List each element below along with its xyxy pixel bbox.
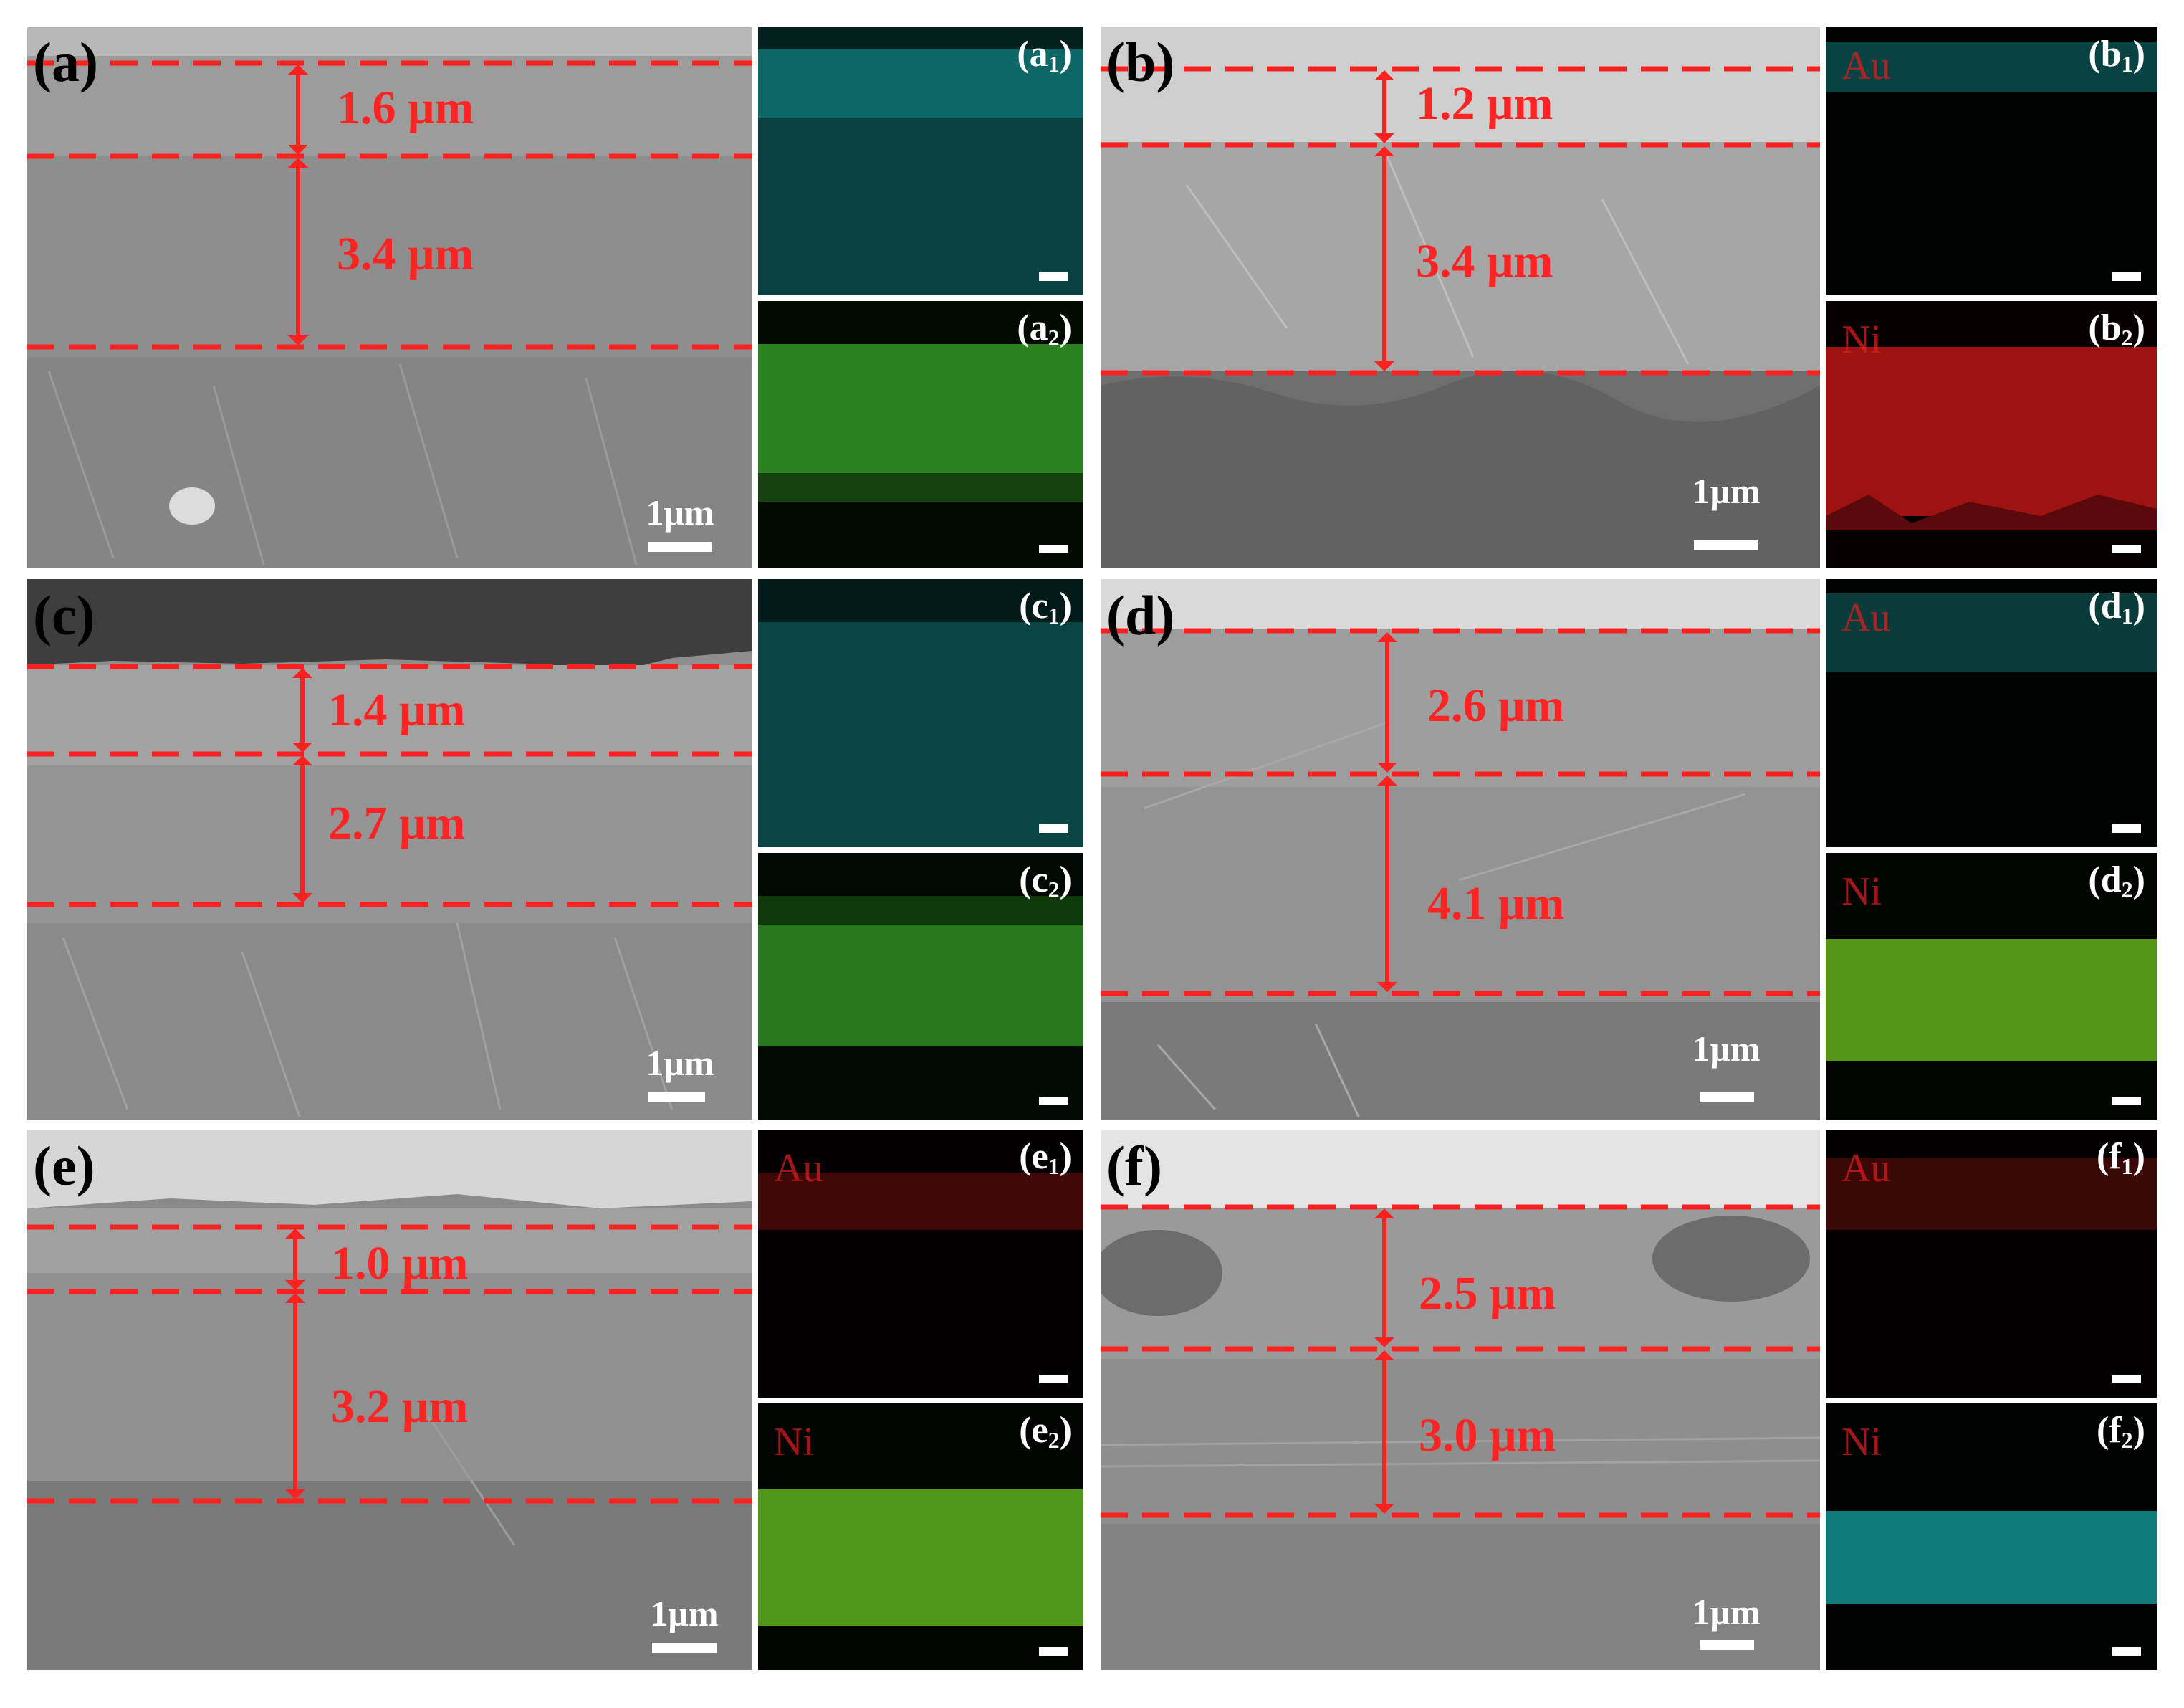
map-element-b2: Ni — [1841, 318, 1882, 362]
scale-bar-label-f: 1μm — [1692, 1592, 1761, 1632]
eds-map-e2: Ni (e2) — [758, 1403, 1083, 1670]
map-scale-bar-e1 — [1039, 1375, 1068, 1383]
panel-label-c: (c) — [33, 584, 95, 647]
eds-map-c1: (c1) — [758, 579, 1083, 847]
sem-image-f: 2.5 μm 3.0 μm 1μm — [1101, 1130, 1820, 1670]
thickness-label-d1: 2.6 μm — [1427, 679, 1565, 732]
scale-bar-d — [1700, 1092, 1754, 1102]
map-scale-bar-f2 — [2112, 1647, 2141, 1656]
eds-map-f1: Au (f1) — [1826, 1130, 2157, 1398]
map-element-e1: Au — [774, 1146, 823, 1191]
sem-image-b: 1.2 μm 3.4 μm 1μm — [1101, 27, 1820, 568]
scale-bar-c — [648, 1092, 705, 1102]
map-label-a2: (a2) — [1017, 307, 1072, 350]
map-label-f2: (f2) — [2097, 1410, 2145, 1453]
eds-map-c2: (c2) — [758, 853, 1083, 1120]
thickness-label-c1: 1.4 μm — [328, 684, 466, 736]
map-label-d2: (d2) — [2088, 859, 2145, 902]
thickness-label-f2: 3.0 μm — [1419, 1409, 1556, 1461]
panel-label-b: (b) — [1106, 31, 1175, 93]
thickness-label-d2: 4.1 μm — [1427, 877, 1565, 930]
eds-map-f2: Ni (f2) — [1826, 1403, 2157, 1670]
measure-overlay-a — [27, 60, 752, 350]
map-scale-bar-b1 — [2112, 272, 2141, 281]
eds-map-b2: Ni (b2) — [1826, 301, 2157, 568]
map-scale-bar-d1 — [2112, 824, 2141, 833]
map-scale-bar-d2 — [2112, 1097, 2141, 1105]
thickness-label-b2: 3.4 μm — [1416, 235, 1553, 287]
map-scale-bar-c2 — [1039, 1097, 1068, 1105]
sem-image-a: 1.6 μm 3.4 μm 1μm — [27, 27, 752, 568]
map-element-f2: Ni — [1841, 1420, 1882, 1464]
eds-map-a1: (a1) — [758, 27, 1083, 295]
map-label-e1: (e1) — [1019, 1136, 1072, 1179]
thickness-label-e2: 3.2 μm — [331, 1380, 469, 1433]
scale-bar-label-d: 1μm — [1692, 1029, 1761, 1069]
eds-map-d2: Ni (d2) — [1826, 853, 2157, 1120]
scale-bar-label-b: 1μm — [1692, 471, 1761, 511]
panel-label-f: (f) — [1106, 1135, 1162, 1197]
sem-image-c: 1.4 μm 2.7 μm 1μm — [27, 579, 752, 1120]
sem-texture-a — [27, 27, 752, 568]
map-scale-bar-e2 — [1039, 1647, 1068, 1656]
thickness-label-a1: 1.6 μm — [337, 82, 474, 134]
map-label-a1: (a1) — [1017, 34, 1072, 77]
scale-bar-b — [1694, 540, 1758, 550]
thickness-label-f1: 2.5 μm — [1419, 1267, 1556, 1320]
map-label-f1: (f1) — [2097, 1136, 2145, 1179]
scale-bar-e — [652, 1643, 717, 1653]
sem-image-d: 2.6 μm 4.1 μm 1μm — [1101, 579, 1820, 1120]
eds-map-d1: Au (d1) — [1826, 579, 2157, 847]
thickness-label-b1: 1.2 μm — [1416, 77, 1553, 130]
map-label-b1: (b1) — [2088, 34, 2145, 77]
map-label-c1: (c1) — [1019, 586, 1072, 629]
panel-label-a: (a) — [33, 31, 98, 93]
map-scale-bar-f1 — [2112, 1375, 2141, 1383]
map-element-f1: Au — [1841, 1146, 1891, 1191]
map-scale-bar-a1 — [1039, 272, 1068, 281]
map-scale-bar-b2 — [2112, 545, 2141, 553]
thickness-label-e1: 1.0 μm — [331, 1237, 469, 1289]
map-element-d2: Ni — [1841, 869, 1882, 914]
map-element-e2: Ni — [774, 1420, 814, 1464]
thickness-label-a2: 3.4 μm — [337, 228, 474, 280]
scale-bar-label-e: 1μm — [650, 1593, 719, 1633]
map-element-b1: Au — [1841, 44, 1891, 88]
eds-map-b1: Au (b1) — [1826, 27, 2157, 295]
map-scale-bar-a2 — [1039, 545, 1068, 553]
thickness-label-c2: 2.7 μm — [328, 797, 466, 849]
map-label-c2: (c2) — [1019, 859, 1072, 902]
scale-bar-label-c: 1μm — [646, 1043, 714, 1083]
map-label-e2: (e2) — [1019, 1410, 1072, 1453]
eds-map-e1: Au (e1) — [758, 1130, 1083, 1398]
sem-image-e: 1.0 μm 3.2 μm 1μm — [27, 1130, 752, 1670]
map-scale-bar-c1 — [1039, 824, 1068, 833]
eds-map-a2: (a2) — [758, 301, 1083, 568]
panel-label-d: (d) — [1106, 584, 1175, 647]
map-label-b2: (b2) — [2088, 307, 2145, 350]
map-element-d1: Au — [1841, 596, 1891, 640]
scale-bar-f — [1700, 1640, 1754, 1650]
scale-bar-a — [648, 542, 712, 552]
scale-bar-label-a: 1μm — [646, 492, 714, 533]
map-label-d1: (d1) — [2088, 586, 2145, 629]
panel-label-e: (e) — [33, 1135, 95, 1197]
